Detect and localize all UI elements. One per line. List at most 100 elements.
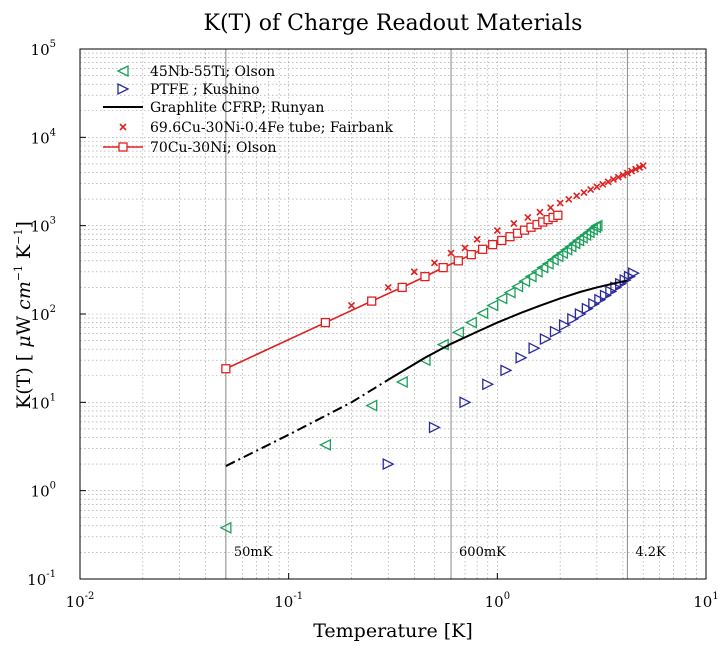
legend-marker — [117, 82, 130, 96]
data-point — [635, 163, 644, 171]
data-point — [453, 256, 463, 266]
data-point — [473, 235, 481, 243]
data-point-stroke — [493, 227, 501, 235]
data-point — [604, 178, 612, 186]
y-tick-base: 10 — [31, 41, 50, 59]
data-point — [549, 325, 562, 338]
y-tick-exponent: 2 — [50, 304, 56, 315]
data-point — [482, 378, 495, 391]
legend-entry: PTFE ; Kushino — [117, 82, 260, 98]
y-tick-exponent: 1 — [50, 392, 56, 403]
y-axis-label-suffix: ] — [13, 221, 35, 228]
x-tick-base: 10 — [274, 593, 293, 611]
data-point — [464, 316, 477, 329]
data-point — [556, 199, 564, 207]
data-point — [420, 271, 430, 282]
data-point — [493, 227, 501, 235]
series-3 — [225, 279, 628, 467]
y-axis-label-w: W — [13, 310, 35, 336]
data-point — [495, 292, 508, 305]
data-point — [438, 262, 448, 273]
series-5 — [221, 210, 563, 374]
data-point — [518, 275, 531, 288]
x-tick-base: 10 — [693, 593, 712, 611]
legend-marker-stroke — [119, 123, 127, 131]
x-tick-exponent: 0 — [504, 591, 510, 602]
data-point — [500, 364, 513, 377]
data-point — [515, 351, 528, 364]
y-tick-base: 10 — [31, 394, 50, 412]
data-point — [511, 280, 524, 293]
y-axis-label: K(T) [ μW cm−1 K−1] — [12, 221, 35, 409]
data-point-stroke — [619, 171, 627, 179]
data-point — [219, 521, 232, 534]
data-point-stroke — [599, 180, 607, 188]
data-point — [628, 167, 636, 175]
legend-label: 70Cu-30Ni; Olson — [150, 140, 277, 156]
y-axis-label-mu: μ — [13, 335, 35, 347]
data-point — [365, 399, 378, 412]
data-point — [619, 171, 627, 179]
x-tick-label: 100 — [485, 591, 510, 611]
data-point — [573, 192, 581, 200]
legend-entry: 45Nb-55Ti; Olson — [116, 64, 275, 80]
data-point-stroke — [461, 244, 469, 252]
data-point — [594, 293, 607, 306]
reference-line-label: 600mK — [459, 545, 506, 560]
legend-marker — [118, 142, 128, 152]
data-point-stroke — [410, 268, 418, 276]
data-point — [588, 297, 601, 310]
x-tick-base: 10 — [66, 593, 85, 611]
data-point — [558, 318, 572, 332]
x-tick-label: 10-1 — [274, 591, 303, 611]
data-point — [451, 326, 464, 339]
legend-entry: Graphlite CFRP; Runyan — [103, 100, 324, 116]
data-point — [623, 270, 636, 283]
legend-entry: 69.6Cu-30Ni-0.4Fe tube; Fairbank — [119, 120, 394, 136]
data-point — [447, 249, 455, 257]
data-point — [614, 173, 622, 181]
data-point — [367, 296, 377, 306]
y-tick-label: 104 — [31, 127, 56, 147]
series-2 — [382, 267, 641, 471]
data-point — [632, 165, 640, 173]
data-point-stroke — [623, 169, 631, 177]
data-point — [530, 265, 543, 278]
reference-line-label: 4.2K — [635, 545, 666, 560]
y-tick-exponent: 4 — [50, 127, 56, 138]
data-point-stroke — [447, 249, 455, 257]
y-tick-exponent: 5 — [50, 39, 56, 50]
data-point — [476, 307, 489, 320]
data-point — [588, 221, 602, 234]
data-point — [410, 268, 418, 276]
data-point-stroke — [639, 162, 647, 170]
data-point-stroke — [347, 301, 356, 310]
y-tick-label: 105 — [31, 39, 56, 59]
data-point-stroke — [547, 204, 555, 212]
data-point — [547, 204, 555, 212]
data-point — [546, 253, 559, 266]
reference-lines: 50mK 600mK 4.2K — [225, 49, 666, 579]
data-point — [347, 301, 356, 310]
y-tick-base: 10 — [31, 483, 50, 501]
data-point — [384, 283, 392, 291]
data-point — [539, 333, 552, 346]
data-point — [320, 317, 331, 328]
data-point — [574, 307, 587, 321]
y-axis-label-k: K — [13, 244, 35, 265]
data-point — [623, 169, 631, 177]
data-point — [397, 282, 407, 293]
legend-label: Graphlite CFRP; Runyan — [150, 100, 324, 116]
data-point — [461, 244, 469, 252]
y-axis-label-k-exp: −1 — [12, 228, 25, 244]
series-line-dashed — [225, 378, 389, 467]
legend-label: 45Nb-55Ti; Olson — [150, 64, 275, 80]
data-point — [587, 186, 595, 194]
data-point — [541, 257, 554, 270]
y-tick-exponent: -1 — [46, 569, 56, 580]
data-point — [505, 232, 515, 242]
data-point — [585, 223, 598, 236]
data-point — [639, 162, 647, 170]
